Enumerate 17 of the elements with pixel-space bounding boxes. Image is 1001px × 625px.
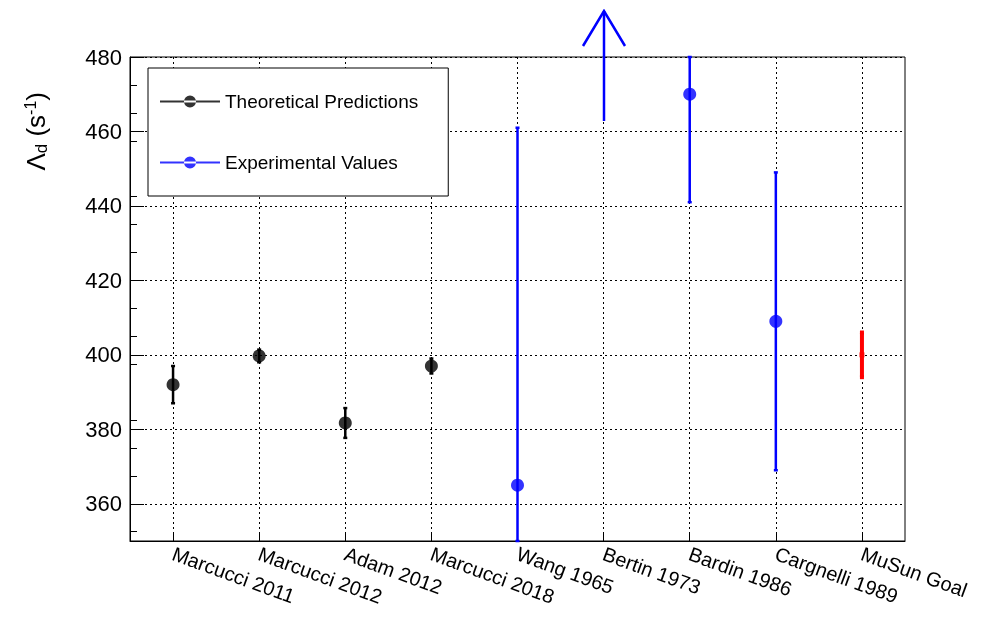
y-tick-label: 460 xyxy=(85,118,122,144)
y-tick-label: 440 xyxy=(85,193,122,219)
point xyxy=(769,314,783,328)
y-tick-label: 480 xyxy=(85,44,122,70)
y-tick-label: 360 xyxy=(85,491,122,517)
point xyxy=(424,359,438,373)
legend-label: Theoretical Predictions xyxy=(225,91,419,112)
point xyxy=(166,378,180,392)
y-tick-label: 420 xyxy=(85,267,122,293)
y-tick-label: 380 xyxy=(85,416,122,442)
y-axis-title: Λd (s-1) xyxy=(21,91,51,171)
y-tick-label: 400 xyxy=(85,342,122,368)
point xyxy=(511,478,524,492)
point xyxy=(683,87,697,101)
point xyxy=(859,352,865,358)
point xyxy=(338,416,352,430)
legend-label: Experimental Values xyxy=(225,152,398,173)
